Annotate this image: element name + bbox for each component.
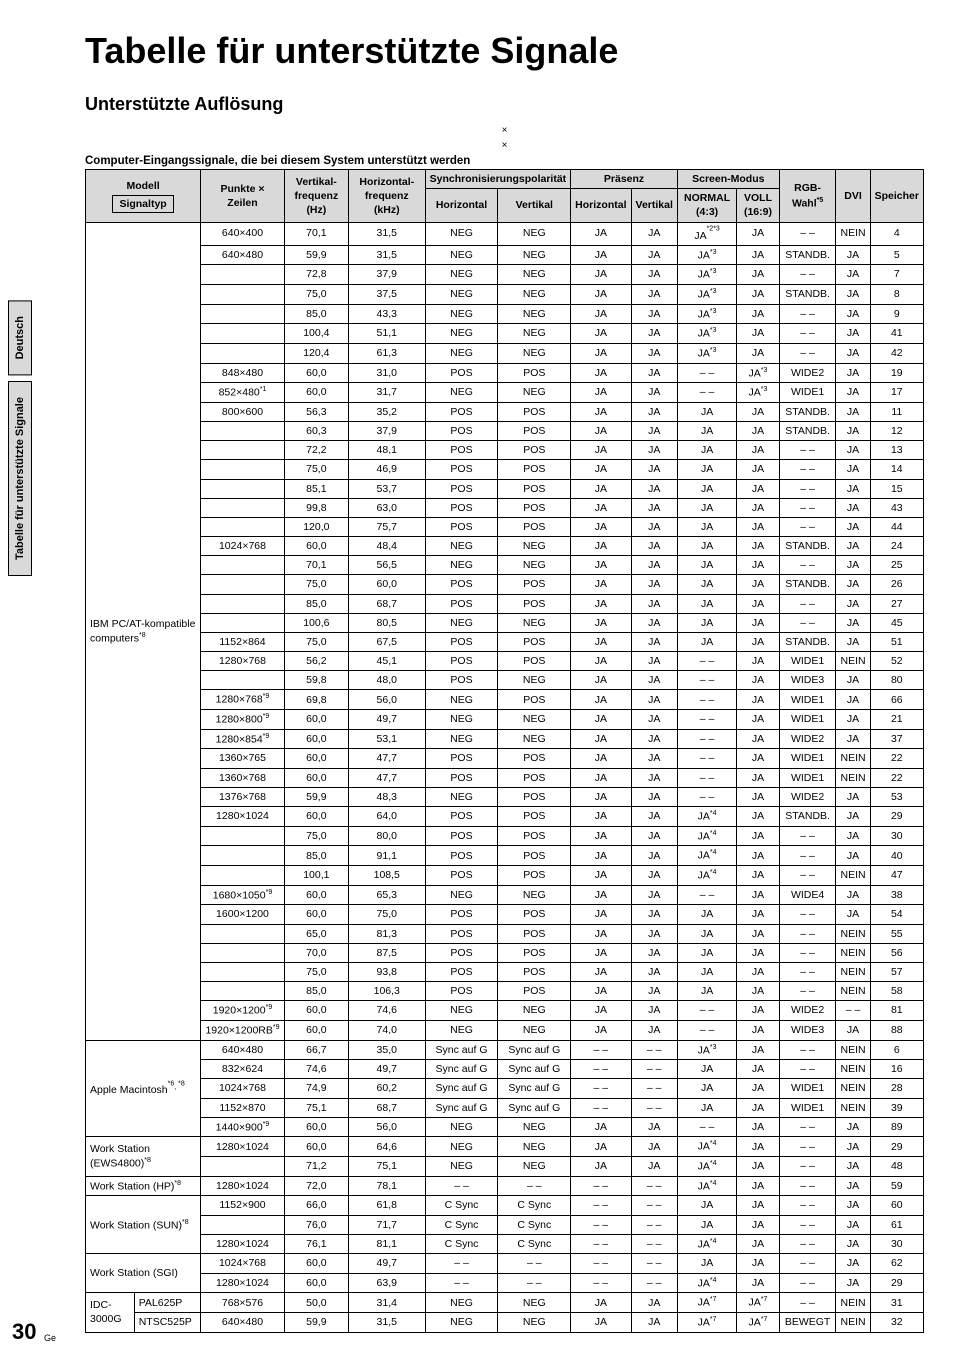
table-row: IDC-3000GPAL625P768×57650,031,4NEGNEGJAJ… — [86, 1293, 924, 1313]
meta-line: × — [85, 125, 924, 136]
table-row: 1280×768*969,856,0NEGPOSJAJA– –JAWIDE1JA… — [86, 690, 924, 710]
table-row: 1440×900*960,056,0NEGNEGJAJA– –JA– –JA89 — [86, 1117, 924, 1137]
table-row: 1024×76860,048,4NEGNEGJAJAJAJASTANDB.JA2… — [86, 537, 924, 556]
table-row: 85,091,1POSPOSJAJAJA*4JA– –JA40 — [86, 846, 924, 866]
meta-line: × — [85, 140, 924, 151]
table-row: 75,046,9POSPOSJAJAJAJA– –JA14 — [86, 460, 924, 479]
table-row: 99,863,0POSPOSJAJAJAJA– –JA43 — [86, 498, 924, 517]
table-row: 75,093,8POSPOSJAJAJAJA– –NEIN57 — [86, 962, 924, 981]
table-row: Apple Macintosh*6, *8640×48066,735,0Sync… — [86, 1040, 924, 1060]
side-tab-language: Deutsch — [8, 300, 32, 375]
table-row: 832×62474,649,7Sync auf GSync auf G– –– … — [86, 1060, 924, 1079]
table-row: 1280×854*960,053,1NEGNEGJAJA– –JAWIDE2JA… — [86, 729, 924, 749]
table-row: 100,451,1NEGNEGJAJAJA*3JA– –JA41 — [86, 324, 924, 344]
table-row: 1152×86475,067,5POSPOSJAJAJAJASTANDB.JA5… — [86, 632, 924, 651]
table-row: 71,275,1NEGNEGJAJAJA*4JA– –JA48 — [86, 1157, 924, 1177]
table-row: 1280×102460,063,9– –– –– –– –JA*4JA– –JA… — [86, 1273, 924, 1293]
table-row: 120,461,3NEGNEGJAJAJA*3JA– –JA42 — [86, 343, 924, 363]
table-row: Work Station (SGI)1024×76860,049,7– –– –… — [86, 1254, 924, 1273]
table-row: 75,080,0POSPOSJAJAJA*4JA– –JA30 — [86, 826, 924, 846]
table-row: 1600×120060,075,0POSPOSJAJAJAJA– –JA54 — [86, 905, 924, 924]
table-row: 75,060,0POSPOSJAJAJAJASTANDB.JA26 — [86, 575, 924, 594]
table-row: 1024×76874,960,2Sync auf GSync auf G– ––… — [86, 1079, 924, 1098]
table-row: 85,0106,3POSPOSJAJAJAJA– –NEIN58 — [86, 982, 924, 1001]
table-row: 120,075,7POSPOSJAJAJAJA– –JA44 — [86, 517, 924, 536]
table-row: 60,337,9POSPOSJAJAJAJASTANDB.JA12 — [86, 422, 924, 441]
table-row: 85,153,7POSPOSJAJAJAJA– –JA15 — [86, 479, 924, 498]
table-row: 72,248,1POSPOSJAJAJAJA– –JA13 — [86, 441, 924, 460]
locale-label: Ge — [44, 1333, 56, 1343]
table-row: 65,081,3POSPOSJAJAJAJA– –NEIN55 — [86, 924, 924, 943]
table-row: 848×48060,031,0POSPOSJAJA– –JA*3WIDE2JA1… — [86, 363, 924, 383]
table-row: 852×480*160,031,7NEGNEGJAJA– –JA*3WIDE1J… — [86, 383, 924, 403]
table-row: 59,848,0POSNEGJAJA– –JAWIDE3JA80 — [86, 671, 924, 690]
side-tab-section: Tabelle für unterstützte Signale — [8, 381, 32, 576]
table-row: 70,087,5POSPOSJAJAJAJA– –NEIN56 — [86, 943, 924, 962]
table-row: 85,068,7POSPOSJAJAJAJA– –JA27 — [86, 594, 924, 613]
table-row: 1360×76860,047,7POSPOSJAJA– –JAWIDE1NEIN… — [86, 768, 924, 787]
table-row: 100,680,5NEGNEGJAJAJAJA– –JA45 — [86, 613, 924, 632]
table-row: 1280×800*960,049,7NEGNEGJAJA– –JAWIDE1JA… — [86, 710, 924, 730]
table-row: 1376×76859,948,3NEGPOSJAJA– –JAWIDE2JA53 — [86, 787, 924, 806]
table-row: 85,043,3NEGNEGJAJAJA*3JA– –JA9 — [86, 304, 924, 324]
table-caption: Computer-Eingangssignale, die bei diesem… — [85, 155, 924, 167]
table-row: 100,1108,5POSPOSJAJAJA*4JA– –NEIN47 — [86, 866, 924, 886]
table-row: Work Station (SUN)*81152×90066,061,8C Sy… — [86, 1196, 924, 1215]
table-row: 1680×1050*960,065,3NEGNEGJAJA– –JAWIDE4J… — [86, 885, 924, 905]
table-row: 1280×102476,181,1C SyncC Sync– –– –JA*4J… — [86, 1234, 924, 1254]
table-row: 1920×1200RB*960,074,0NEGNEGJAJA– –JAWIDE… — [86, 1020, 924, 1040]
table-row: 1152×87075,168,7Sync auf GSync auf G– ––… — [86, 1098, 924, 1117]
table-row: 1360×76560,047,7POSPOSJAJA– –JAWIDE1NEIN… — [86, 749, 924, 768]
page-number: 30 — [12, 1319, 36, 1345]
table-row: Work Station (EWS4800)*81280×102460,064,… — [86, 1137, 924, 1157]
table-row: 1280×102460,064,0POSPOSJAJAJA*4JASTANDB.… — [86, 807, 924, 827]
table-row: 72,837,9NEGNEGJAJAJA*3JA– –JA7 — [86, 265, 924, 285]
table-row: Work Station (HP)*81280×102472,078,1– ––… — [86, 1176, 924, 1196]
table-row: 76,071,7C SyncC Sync– –– –JAJA– –JA61 — [86, 1215, 924, 1234]
page-title: Tabelle für unterstützte Signale — [85, 30, 924, 72]
table-row: 1280×76856,245,1POSPOSJAJA– –JAWIDE1NEIN… — [86, 652, 924, 671]
table-row: 640×48059,931,5NEGNEGJAJAJA*3JASTANDB.JA… — [86, 245, 924, 265]
table-row: 75,037,5NEGNEGJAJAJA*3JASTANDB.JA8 — [86, 284, 924, 304]
table-row: 1920×1200*960,074,6NEGNEGJAJA– –JAWIDE2–… — [86, 1001, 924, 1021]
table-row: 70,156,5NEGNEGJAJAJAJA– –JA25 — [86, 556, 924, 575]
table-row: IBM PC/AT-kompatible computers*8640×4007… — [86, 222, 924, 245]
table-row: NTSC525P640×48059,931,5NEGNEGJAJAJA*7JA*… — [86, 1312, 924, 1332]
table-row: 800×60056,335,2POSPOSJAJAJAJASTANDB.JA11 — [86, 402, 924, 421]
signal-table: ModellSignaltyp Punkte × Zeilen Vertikal… — [85, 169, 924, 1333]
section-title: Unterstützte Auflösung — [85, 94, 924, 115]
